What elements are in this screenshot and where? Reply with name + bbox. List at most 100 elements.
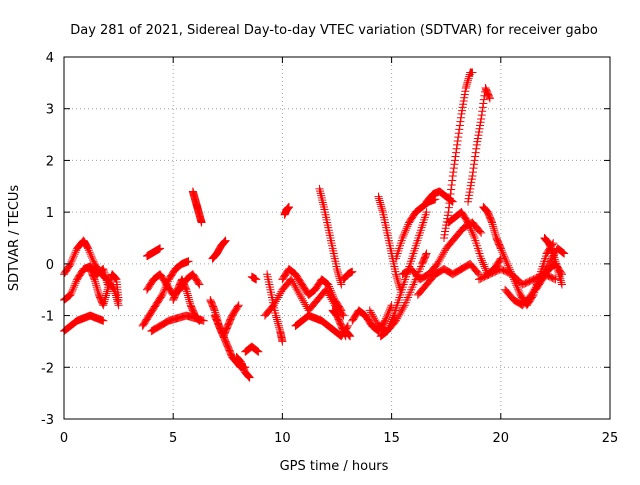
- data-point-interp: [555, 270, 564, 279]
- data-point-interp: [100, 270, 109, 279]
- data-point-interp: [72, 277, 81, 286]
- data-point-interp: [400, 230, 409, 239]
- series-arc18: [280, 202, 293, 219]
- data-point-interp: [449, 164, 458, 173]
- data-point-interp: [467, 178, 476, 187]
- data-point: [468, 171, 477, 180]
- data-point: [221, 236, 230, 245]
- data-point-interp: [184, 293, 193, 302]
- data-point-interp: [511, 279, 520, 288]
- data-point-interp: [316, 187, 325, 196]
- data-point-interp: [376, 200, 385, 209]
- x-tick-label: 10: [274, 431, 291, 446]
- data-point-interp: [507, 269, 516, 278]
- data-point-interp: [69, 283, 78, 292]
- y-tick-label: -2: [41, 361, 54, 376]
- data-point-interp: [67, 257, 76, 266]
- data-point-interp: [476, 121, 485, 130]
- data-point: [84, 244, 93, 253]
- plot-frame: [63, 56, 611, 420]
- data-point-interp: [466, 184, 475, 193]
- data-point-interp: [185, 297, 194, 306]
- series-arc33: [413, 259, 483, 299]
- data-point-interp: [387, 317, 396, 326]
- data-point-interp: [273, 317, 282, 326]
- data-point: [114, 296, 123, 305]
- data-point: [457, 109, 466, 118]
- data-point-interp: [185, 295, 194, 304]
- data-point: [278, 337, 287, 346]
- data-point-interp: [105, 277, 114, 286]
- data-point: [549, 249, 558, 258]
- data-point-interp: [99, 266, 108, 275]
- data-point: [197, 218, 206, 227]
- data-point-interp: [468, 228, 477, 237]
- x-tick-label: 15: [383, 431, 400, 446]
- data-point: [99, 316, 108, 325]
- data-point-interp: [515, 288, 524, 297]
- series-arc9: [169, 275, 204, 325]
- data-point-interp: [452, 148, 461, 157]
- data-point: [315, 184, 324, 193]
- data-point-interp: [157, 292, 166, 301]
- data-point: [444, 208, 453, 217]
- data-point-interp: [550, 255, 559, 264]
- data-point: [99, 301, 108, 310]
- data-point: [551, 275, 560, 284]
- series-arc17: [263, 270, 287, 346]
- data-point-interp: [501, 255, 510, 264]
- data-point-interp: [473, 137, 482, 146]
- data-point: [158, 290, 167, 299]
- data-point-interp: [377, 202, 386, 211]
- series-arc11: [208, 236, 230, 263]
- series-arc32: [398, 218, 486, 284]
- data-point-interp: [483, 207, 492, 216]
- data-point-interp: [102, 291, 111, 300]
- data-point: [254, 347, 263, 356]
- data-point-interp: [471, 152, 480, 161]
- y-tick-label: 4: [46, 51, 54, 66]
- data-point: [374, 192, 383, 201]
- series-arc14: [232, 352, 254, 382]
- data-point-interp: [233, 302, 242, 311]
- data-point-interp: [508, 271, 517, 280]
- data-point: [398, 234, 407, 242]
- data-point-interp: [69, 254, 78, 263]
- series-arc16: [247, 272, 261, 284]
- data-point-interp: [385, 321, 394, 330]
- data-point-interp: [88, 254, 97, 263]
- data-point-interp: [478, 103, 487, 112]
- data-point-interp: [552, 261, 561, 270]
- data-point-interp: [558, 248, 567, 257]
- data-point-interp: [70, 250, 79, 259]
- data-point: [333, 265, 341, 274]
- series-arc29: [376, 208, 431, 341]
- data-point-interp: [326, 286, 335, 295]
- data-point-interp: [554, 266, 563, 275]
- data-point-interp: [464, 194, 473, 203]
- data-point-interp: [479, 99, 488, 108]
- data-point-interp: [478, 107, 487, 116]
- y-axis-ticks: -3 -2 -1 0 1 2 3 4: [41, 51, 610, 428]
- data-point-interp: [490, 228, 499, 237]
- data-point-interp: [402, 224, 411, 233]
- data-point-interp: [88, 255, 97, 264]
- data-point: [509, 275, 518, 284]
- data-point-interp: [275, 325, 284, 334]
- data-point-interp: [244, 371, 253, 380]
- series-arc24: [339, 267, 357, 284]
- data-point-interp: [103, 287, 112, 296]
- data-point-interp: [329, 292, 338, 301]
- data-point-interp: [100, 295, 109, 304]
- data-point-interp: [496, 243, 505, 252]
- data-point-interp: [334, 270, 343, 279]
- data-point-interp: [488, 220, 497, 229]
- data-point-interp: [382, 312, 391, 321]
- data-point-interp: [502, 257, 511, 266]
- data-point-interp: [556, 274, 565, 283]
- series-arc3: [60, 311, 108, 336]
- data-point: [485, 94, 494, 103]
- data-point-interp: [328, 290, 337, 299]
- data-point-interp: [183, 291, 192, 300]
